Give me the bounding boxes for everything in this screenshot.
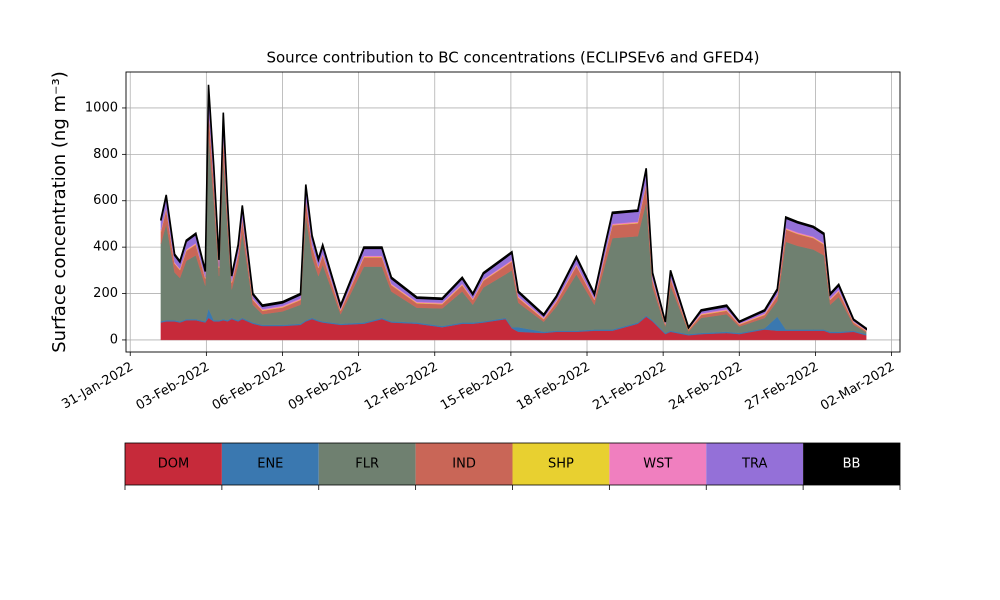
plot-frame <box>125 71 901 353</box>
legend-swatch <box>803 443 900 485</box>
legend-label: IND <box>452 457 476 472</box>
y-tick-label: 1000 <box>85 100 118 115</box>
legend-label: FLR <box>355 457 379 472</box>
legend-label: TRA <box>741 457 767 472</box>
legend-label: WST <box>643 457 672 472</box>
legend-swatch <box>512 443 610 485</box>
legend-label: BB <box>843 457 861 472</box>
area <box>160 84 867 331</box>
y-tick-label: 600 <box>93 193 118 208</box>
legend-swatch <box>318 443 416 485</box>
y-tick-label: 0 <box>110 332 118 347</box>
y-tick-label: 200 <box>93 286 118 301</box>
legend-swatch <box>706 443 804 485</box>
legend-swatch <box>125 443 222 485</box>
y-tick-label: 400 <box>93 240 118 255</box>
y-axis-label: Surface concentration (ng m⁻³) <box>49 71 70 353</box>
legend-swatch <box>221 443 319 485</box>
legend-swatch <box>609 443 707 485</box>
y-tick-label: 800 <box>93 147 118 162</box>
legend-frame <box>124 442 901 486</box>
chart-title: Source contribution to BC concentrations… <box>266 49 759 67</box>
legend-label: ENE <box>257 457 283 472</box>
legend-label: DOM <box>158 457 189 472</box>
legend-label: SHP <box>548 457 574 472</box>
legend-swatch <box>415 443 513 485</box>
